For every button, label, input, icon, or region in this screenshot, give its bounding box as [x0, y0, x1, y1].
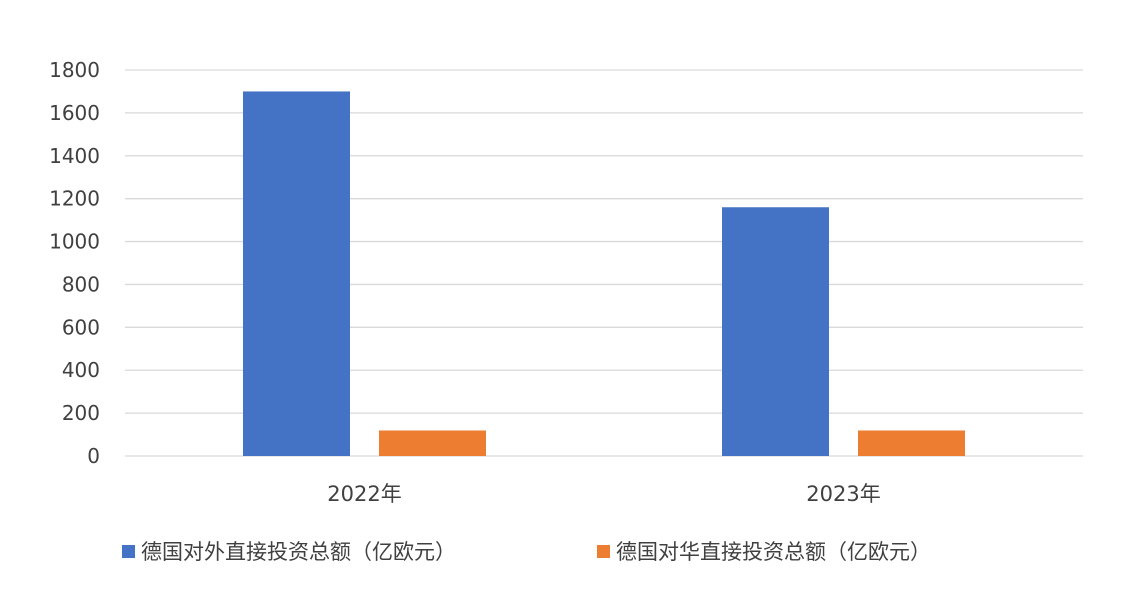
bar	[243, 91, 350, 456]
legend: 德国对外直接投资总额（亿欧元） 德国对华直接投资总额（亿欧元）	[122, 540, 931, 564]
x-axis-tick-labels: 2022年 2023年	[327, 482, 880, 506]
bar	[379, 430, 486, 456]
y-tick-label: 0	[87, 444, 100, 468]
y-tick-label: 1400	[49, 144, 100, 168]
legend-label: 德国对华直接投资总额（亿欧元）	[616, 540, 931, 564]
y-tick-label: 1800	[49, 58, 100, 82]
y-tick-label: 200	[62, 401, 100, 425]
legend-swatch	[122, 545, 135, 558]
y-tick-label: 1600	[49, 101, 100, 125]
y-tick-label: 1000	[49, 230, 100, 254]
bars	[243, 91, 965, 456]
y-tick-label: 400	[62, 358, 100, 382]
y-axis-tick-labels: 0 200 400 600 800 1000 1200 1400 1600 1800	[49, 58, 100, 468]
bar	[722, 207, 829, 456]
x-tick-label: 2023年	[806, 482, 880, 506]
bar	[858, 430, 965, 456]
legend-label: 德国对外直接投资总额（亿欧元）	[141, 540, 456, 564]
legend-swatch	[597, 545, 610, 558]
x-tick-label: 2022年	[327, 482, 401, 506]
y-tick-label: 600	[62, 315, 100, 339]
y-tick-label: 800	[62, 272, 100, 296]
y-tick-label: 1200	[49, 187, 100, 211]
